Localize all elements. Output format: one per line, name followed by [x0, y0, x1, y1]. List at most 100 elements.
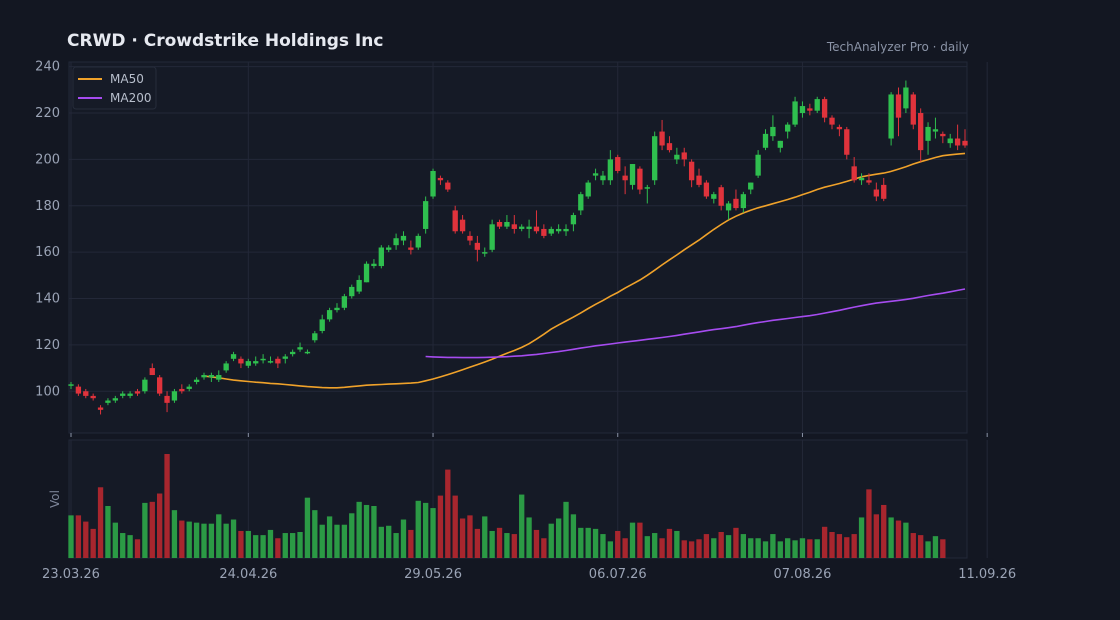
volume-bar — [903, 522, 909, 558]
candle — [363, 261, 370, 283]
volume-bar — [622, 538, 628, 558]
volume-bar — [548, 523, 554, 558]
volume-bar — [777, 541, 783, 558]
volume-bar — [526, 517, 532, 558]
volume-bar — [223, 523, 229, 558]
volume-bar — [282, 533, 288, 558]
candle — [555, 224, 562, 234]
volume-bar — [918, 535, 924, 558]
candle — [312, 330, 318, 343]
volume-bar — [607, 541, 614, 558]
candle — [245, 358, 251, 369]
x-tick-label: 06.07.26 — [589, 567, 647, 582]
volume-bar — [592, 528, 599, 558]
ma200-line — [425, 288, 966, 359]
candle — [112, 395, 118, 403]
volume-bar — [149, 501, 155, 558]
y-tick-label: 100 — [35, 384, 60, 399]
volume-bar — [858, 517, 865, 558]
x-tick-label: 11.09.26 — [958, 567, 1016, 582]
volume-bar — [297, 532, 303, 558]
volume-bar — [541, 538, 547, 558]
volume-bar — [445, 469, 451, 558]
volume-bar — [821, 526, 828, 558]
volume-bar — [341, 524, 348, 558]
volume-bar — [267, 529, 274, 558]
volume-bar — [437, 495, 444, 558]
volume-bar — [90, 528, 96, 558]
volume-bar — [408, 529, 414, 558]
legend-label: MA50 — [110, 72, 144, 86]
candle — [674, 147, 680, 165]
candle — [75, 384, 82, 396]
candle — [201, 372, 207, 380]
candle — [83, 388, 89, 399]
candle — [644, 184, 650, 204]
candle — [127, 391, 133, 399]
volume-bar — [888, 517, 894, 558]
candle — [629, 164, 636, 190]
candle — [866, 173, 872, 185]
candle — [422, 196, 429, 234]
candle — [97, 405, 104, 415]
candle — [371, 259, 377, 269]
candle — [289, 349, 296, 357]
candle — [68, 381, 74, 389]
candle — [157, 375, 163, 396]
volume-bar — [275, 538, 281, 558]
candle — [659, 119, 665, 151]
volume-bar — [755, 538, 761, 558]
candle — [452, 205, 458, 234]
volume-bar — [674, 530, 680, 558]
volume-bar — [179, 520, 185, 558]
candle — [349, 284, 355, 299]
candle — [120, 391, 126, 399]
candle — [526, 219, 532, 239]
volume-bar — [474, 528, 481, 558]
candle — [511, 215, 517, 234]
volume-bar — [97, 487, 104, 558]
candle — [592, 168, 599, 181]
candle — [142, 377, 148, 394]
candle — [962, 129, 968, 148]
candle — [533, 210, 540, 234]
candle — [711, 191, 717, 204]
candle — [216, 370, 222, 382]
candle — [563, 224, 569, 236]
volume-bar — [112, 522, 118, 558]
volume-bar — [851, 534, 857, 558]
candle — [541, 224, 547, 239]
candle — [415, 233, 421, 250]
volume-bar — [216, 514, 222, 558]
candle — [821, 96, 828, 123]
volume-bar — [807, 539, 813, 558]
volume-bar — [415, 500, 421, 558]
candle — [718, 184, 724, 211]
volume-axis-label: Vol — [48, 490, 62, 508]
candle — [149, 363, 155, 376]
volume-bar — [482, 516, 488, 558]
volume-bar — [496, 527, 503, 558]
candle — [504, 215, 510, 229]
candle — [238, 356, 244, 369]
x-tick-label: 24.04.26 — [219, 567, 277, 582]
candle — [193, 377, 200, 385]
volume-bar — [866, 489, 872, 558]
candle — [496, 219, 503, 229]
volume-bar — [829, 532, 835, 558]
candle — [459, 215, 466, 234]
volume-bar — [186, 521, 192, 558]
volume-bar — [83, 521, 89, 558]
candle — [600, 170, 606, 185]
candle — [105, 398, 111, 406]
volume-bar — [452, 495, 458, 558]
candle — [430, 168, 436, 199]
y-tick-label: 220 — [35, 106, 60, 121]
candle — [164, 391, 170, 413]
candle — [733, 189, 739, 211]
candle — [90, 393, 96, 401]
candle — [622, 166, 628, 195]
volume-bar — [326, 516, 333, 558]
candle — [171, 388, 178, 403]
chart-title: CRWD · Crowdstrike Holdings Inc — [67, 31, 384, 51]
